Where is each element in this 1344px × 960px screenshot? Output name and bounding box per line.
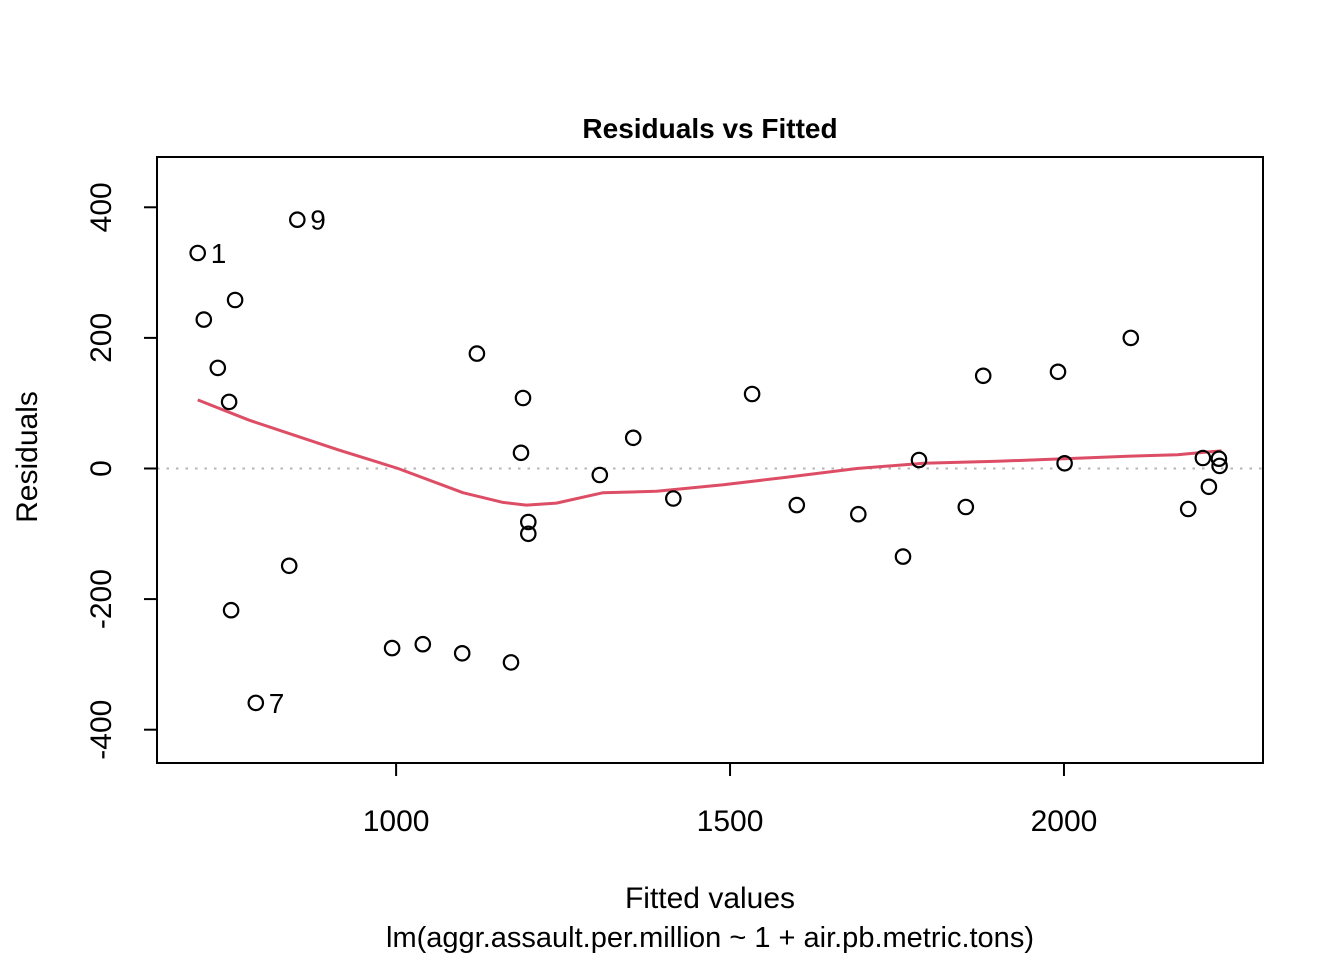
data-point — [1122, 329, 1140, 347]
model-call-caption: lm(aggr.assault.per.million ~ 1 + air.pb… — [386, 922, 1034, 954]
data-point — [414, 635, 432, 653]
data-point — [1211, 457, 1228, 475]
y-tick-label: 400 — [85, 182, 118, 232]
data-point — [280, 557, 298, 575]
data-point — [222, 601, 240, 619]
point-id-label: 1 — [211, 238, 227, 269]
data-point — [1210, 450, 1228, 467]
smooth-line — [197, 398, 1222, 507]
data-point — [226, 291, 244, 309]
data-point — [453, 644, 471, 662]
data-point — [220, 393, 238, 411]
point-id-label: 7 — [269, 688, 285, 719]
data-point — [1200, 478, 1218, 496]
data-point — [514, 389, 532, 407]
data-point — [519, 525, 537, 543]
data-point — [1194, 449, 1212, 467]
data-point — [591, 466, 609, 484]
data-point — [195, 311, 213, 328]
data-point — [974, 367, 992, 385]
data-point — [664, 490, 682, 507]
data-point — [189, 244, 206, 262]
data-point — [849, 505, 867, 523]
chart-title: Residuals vs Fitted — [582, 113, 838, 144]
data-point — [383, 639, 401, 657]
point-id-label: 9 — [310, 205, 326, 236]
data-point — [468, 345, 486, 362]
x-axis-label: Fitted values — [624, 882, 796, 915]
data-point — [894, 548, 912, 565]
plot-box — [156, 156, 1264, 764]
data-point — [788, 496, 806, 514]
data-point — [624, 429, 642, 447]
data-point — [512, 444, 530, 462]
x-tick-label: 1000 — [363, 805, 430, 838]
y-tick-label: 200 — [85, 313, 118, 363]
data-point — [288, 211, 306, 228]
data-point — [209, 359, 227, 377]
y-tick-label: -400 — [85, 700, 118, 760]
x-tick-label: 2000 — [1031, 805, 1098, 838]
x-tick-label: 1500 — [697, 805, 764, 838]
data-point — [1179, 500, 1197, 518]
data-point — [743, 385, 761, 403]
data-point — [502, 654, 520, 671]
data-point — [519, 513, 537, 531]
data-point — [1049, 363, 1067, 381]
data-point — [910, 451, 928, 469]
data-point — [1056, 454, 1073, 472]
y-tick-label: -200 — [85, 569, 118, 629]
data-point — [957, 498, 975, 516]
data-point — [247, 694, 265, 712]
y-tick-label: 0 — [85, 460, 118, 477]
